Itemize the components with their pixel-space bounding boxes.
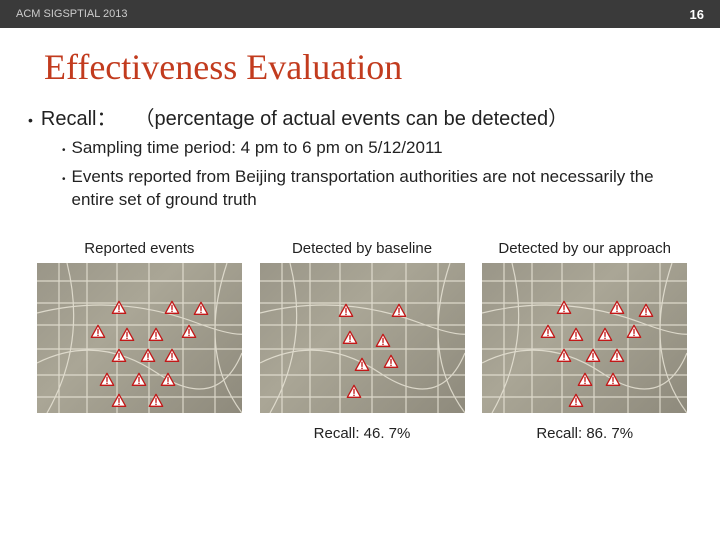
warning-marker-icon bbox=[119, 327, 135, 343]
map-column: Detected by baseline bbox=[257, 240, 468, 442]
map-label: Detected by baseline bbox=[292, 240, 432, 257]
warning-marker-icon bbox=[140, 348, 156, 364]
warning-marker-icon bbox=[609, 348, 625, 364]
sub-bullet: • Sampling time period: 4 pm to 6 pm on … bbox=[62, 137, 696, 160]
warning-marker-icon bbox=[556, 348, 572, 364]
warning-marker-icon bbox=[148, 393, 164, 409]
warning-marker-icon bbox=[540, 324, 556, 340]
warning-marker-icon bbox=[585, 348, 601, 364]
conference-name: ACM SIGSPTIAL 2013 bbox=[16, 8, 127, 20]
map-image bbox=[37, 263, 242, 413]
warning-marker-icon bbox=[338, 303, 354, 319]
bullet-dot: • bbox=[28, 112, 33, 129]
warning-marker-icon bbox=[111, 393, 127, 409]
map-label: Reported events bbox=[84, 240, 194, 257]
warning-marker-icon bbox=[375, 333, 391, 349]
recall-value: Recall: 86. 7% bbox=[536, 425, 633, 442]
sub-bullet-text: Events reported from Beijing transportat… bbox=[72, 166, 696, 212]
warning-marker-icon bbox=[164, 300, 180, 316]
warning-marker-icon bbox=[568, 393, 584, 409]
warning-marker-icon bbox=[597, 327, 613, 343]
warning-marker-icon bbox=[346, 384, 362, 400]
markers-layer bbox=[37, 263, 242, 413]
markers-layer bbox=[260, 263, 465, 413]
content-area: • Recall： （percentage of actual events c… bbox=[0, 102, 720, 442]
warning-marker-icon bbox=[605, 372, 621, 388]
map-image bbox=[482, 263, 687, 413]
warning-marker-icon bbox=[160, 372, 176, 388]
bullet-dot: • bbox=[62, 174, 66, 186]
slide-title: Effectiveness Evaluation bbox=[0, 28, 720, 102]
warning-marker-icon bbox=[391, 303, 407, 319]
warning-marker-icon bbox=[193, 301, 209, 317]
warning-marker-icon bbox=[342, 330, 358, 346]
warning-marker-icon bbox=[90, 324, 106, 340]
warning-marker-icon bbox=[131, 372, 147, 388]
map-image bbox=[260, 263, 465, 413]
warning-marker-icon bbox=[577, 372, 593, 388]
maps-row: Reported events bbox=[28, 240, 696, 442]
warning-marker-icon bbox=[638, 303, 654, 319]
warning-marker-icon bbox=[99, 372, 115, 388]
bullet-dot: • bbox=[62, 145, 66, 157]
map-column: Detected by our approach bbox=[479, 240, 690, 442]
recall-label: Recall： bbox=[41, 102, 117, 131]
page-number: 16 bbox=[690, 7, 704, 22]
warning-marker-icon bbox=[568, 327, 584, 343]
sub-bullets: • Sampling time period: 4 pm to 6 pm on … bbox=[28, 137, 696, 212]
warning-marker-icon bbox=[383, 354, 399, 370]
sub-bullet: • Events reported from Beijing transport… bbox=[62, 166, 696, 212]
warning-marker-icon bbox=[111, 348, 127, 364]
warning-marker-icon bbox=[354, 357, 370, 373]
sub-bullet-text: Sampling time period: 4 pm to 6 pm on 5/… bbox=[72, 137, 443, 160]
header-bar: ACM SIGSPTIAL 2013 16 bbox=[0, 0, 720, 28]
map-column: Reported events bbox=[34, 240, 245, 442]
warning-marker-icon bbox=[164, 348, 180, 364]
warning-marker-icon bbox=[111, 300, 127, 316]
warning-marker-icon bbox=[626, 324, 642, 340]
recall-value: Recall: 46. 7% bbox=[314, 425, 411, 442]
warning-marker-icon bbox=[148, 327, 164, 343]
warning-marker-icon bbox=[556, 300, 572, 316]
markers-layer bbox=[482, 263, 687, 413]
warning-marker-icon bbox=[609, 300, 625, 316]
recall-bullet: • Recall： （percentage of actual events c… bbox=[28, 102, 696, 131]
recall-description: （percentage of actual events can be dete… bbox=[134, 102, 568, 131]
map-label: Detected by our approach bbox=[498, 240, 671, 257]
warning-marker-icon bbox=[181, 324, 197, 340]
